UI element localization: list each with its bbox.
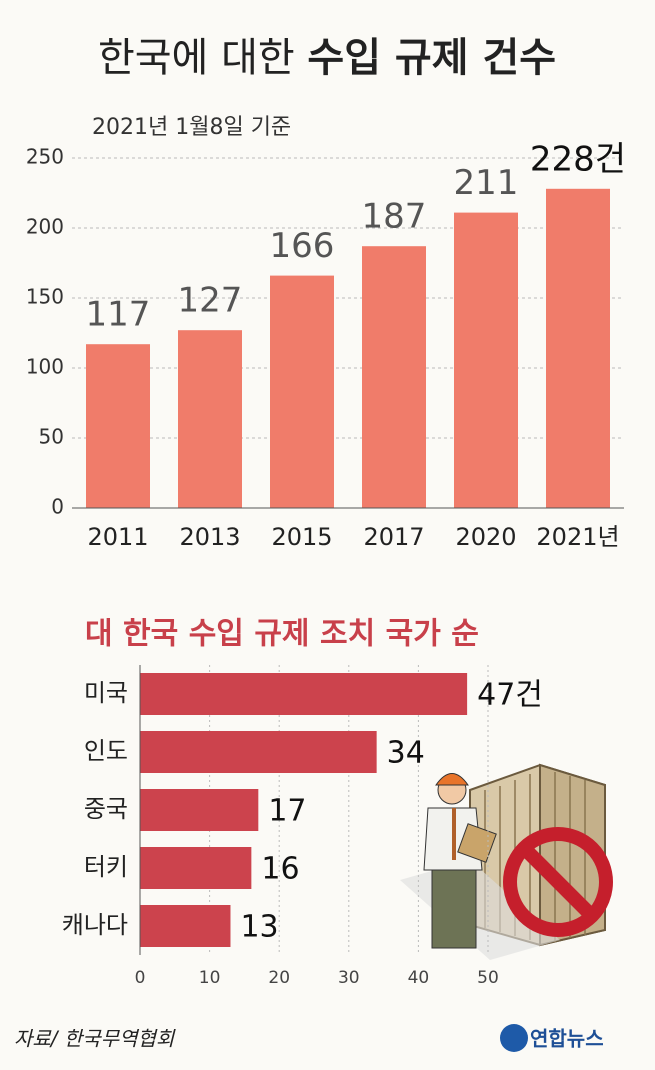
value-label: 16	[261, 852, 299, 887]
value-label: 127	[178, 281, 243, 321]
y-tick-label: 200	[26, 215, 64, 239]
bar	[140, 847, 252, 889]
bar	[140, 905, 231, 947]
value-label: 187	[362, 197, 427, 237]
credit: 연합뉴스	[530, 1027, 604, 1051]
y-tick-label: 250	[26, 145, 64, 169]
y-tick-label: 50	[39, 425, 64, 449]
bar	[140, 789, 259, 831]
illustration	[400, 763, 613, 960]
bar	[362, 246, 426, 508]
value-label: 34	[387, 736, 425, 771]
chart-title: 대 한국 수입 규제 조치 국가 순	[85, 617, 479, 652]
y-tick-label: 150	[26, 285, 64, 309]
x-tick-label: 2013	[179, 523, 240, 551]
x-tick-label: 2011	[87, 523, 148, 551]
y-tick-label: 인도	[84, 737, 128, 765]
y-tick-label: 중국	[84, 795, 128, 823]
value-label: 228건	[530, 139, 626, 179]
bar	[140, 731, 377, 773]
x-tick-label: 0	[135, 968, 146, 988]
value-label: 13	[240, 910, 278, 945]
y-tick-label: 미국	[84, 679, 128, 707]
y-tick-label: 100	[26, 355, 64, 379]
bar	[270, 275, 334, 508]
title: 한국에 대한 수입 규제 건수	[98, 35, 556, 81]
x-tick-label: 2017	[363, 523, 424, 551]
x-tick-label: 30	[338, 968, 360, 988]
x-tick-label: 40	[408, 968, 430, 988]
value-label: 47건	[477, 678, 543, 713]
bar	[86, 344, 150, 508]
y-tick-label: 0	[51, 495, 64, 519]
x-tick-label: 2021년	[536, 523, 619, 551]
value-label: 211	[454, 163, 519, 203]
y-tick-label: 캐나다	[62, 911, 128, 939]
value-label: 17	[268, 794, 306, 829]
x-tick-label: 2015	[271, 523, 332, 551]
title-main: 한국에 대한	[98, 35, 295, 81]
bar	[140, 673, 468, 715]
y-tick-label: 터키	[84, 853, 128, 881]
x-tick-label: 20	[268, 968, 290, 988]
bar	[178, 330, 242, 508]
logo-mark	[500, 1024, 528, 1052]
subtitle: 2021년 1월8일 기준	[92, 115, 291, 140]
bar	[546, 188, 610, 509]
x-tick-label: 50	[477, 968, 499, 988]
value-label: 117	[86, 295, 151, 335]
title-bold: 수입 규제 건수	[307, 35, 556, 81]
bar	[454, 212, 518, 508]
source: 자료/ 한국무역협회	[14, 1027, 176, 1051]
value-label: 166	[270, 226, 335, 266]
x-tick-label: 2020	[455, 523, 516, 551]
x-tick-label: 10	[199, 968, 221, 988]
